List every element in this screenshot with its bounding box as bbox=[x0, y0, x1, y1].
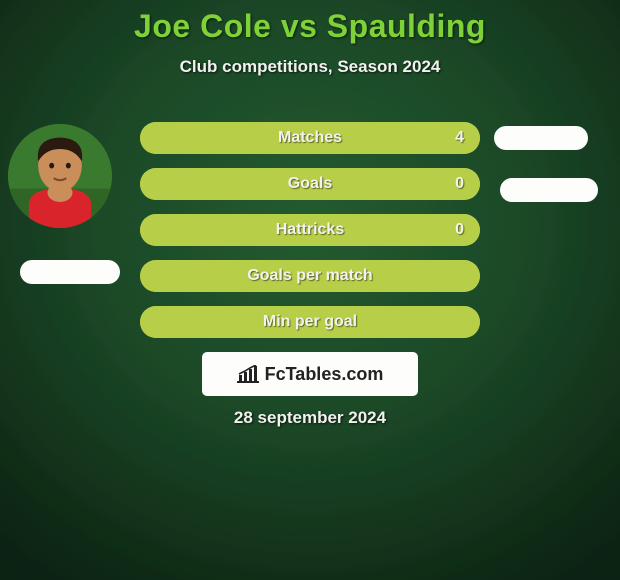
player-right-pill-1 bbox=[494, 126, 588, 150]
page-title: Joe Cole vs Spaulding bbox=[0, 0, 620, 45]
stat-bar-value: 0 bbox=[455, 168, 464, 200]
stat-bar: Hattricks0 bbox=[140, 214, 480, 246]
date-text: 28 september 2024 bbox=[0, 408, 620, 428]
stat-bar: Goals per match bbox=[140, 260, 480, 292]
brand-text: FcTables.com bbox=[265, 364, 384, 385]
stat-bar-label: Goals bbox=[140, 168, 480, 200]
player-right-pill-2 bbox=[500, 178, 598, 202]
stat-bar-value: 0 bbox=[455, 214, 464, 246]
stat-bar-label: Min per goal bbox=[140, 306, 480, 338]
stat-bar-label: Matches bbox=[140, 122, 480, 154]
avatar-icon bbox=[8, 124, 112, 228]
brand-badge[interactable]: FcTables.com bbox=[202, 352, 418, 396]
stat-bar: Min per goal bbox=[140, 306, 480, 338]
stat-bar-value: 4 bbox=[455, 122, 464, 154]
player-left-avatar bbox=[8, 124, 112, 228]
stat-bar: Goals0 bbox=[140, 168, 480, 200]
stat-bar-label: Hattricks bbox=[140, 214, 480, 246]
stat-bar: Matches4 bbox=[140, 122, 480, 154]
stat-bar-label: Goals per match bbox=[140, 260, 480, 292]
player-left-name-pill bbox=[20, 260, 120, 284]
stats-bars: Matches4Goals0Hattricks0Goals per matchM… bbox=[140, 122, 480, 352]
subtitle: Club competitions, Season 2024 bbox=[0, 57, 620, 77]
chart-icon bbox=[237, 365, 259, 383]
